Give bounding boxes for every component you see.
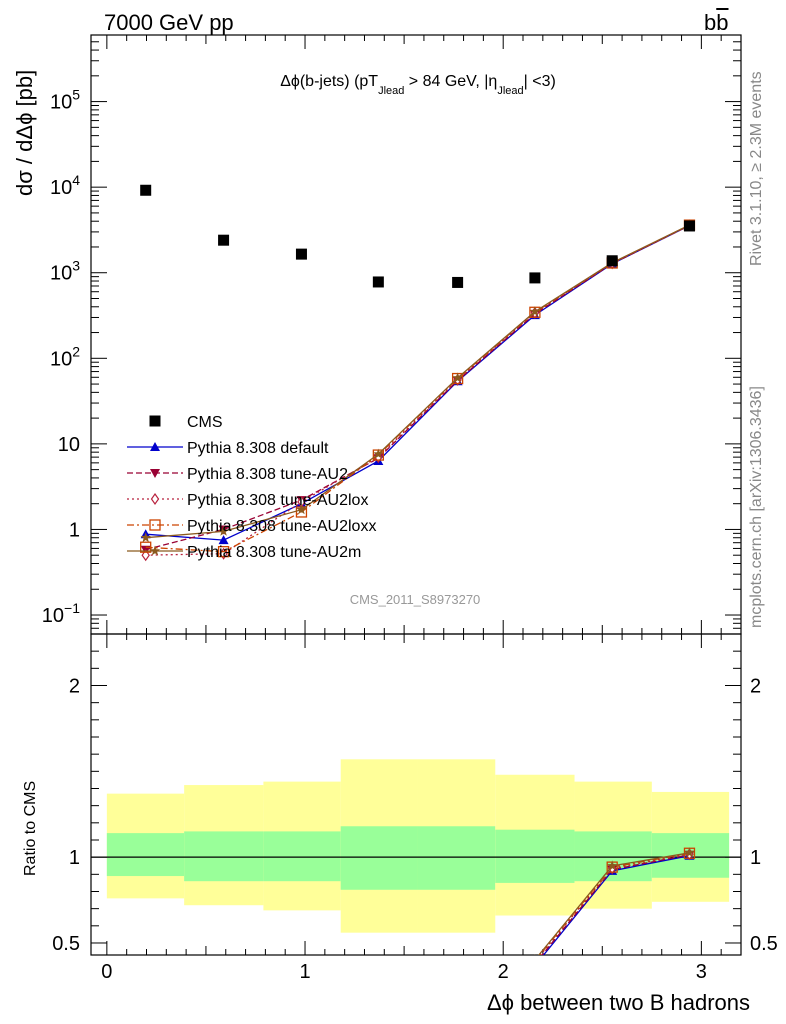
cms-point-1 [218, 234, 230, 246]
band-inner-2 [263, 831, 341, 882]
cms-data-points [140, 184, 695, 288]
y-tick-exp-5: 4 [72, 172, 80, 188]
series-4-point-4 [452, 372, 463, 383]
band-inner-5 [495, 829, 575, 883]
x-axis-label: Δϕ between two B hadrons [486, 990, 750, 1015]
y-tick-label-3: 102 [50, 343, 80, 370]
x-tick-label-2: 2 [498, 961, 509, 983]
legend-label-0: Pythia 8.308 default [187, 440, 329, 457]
legend-label-cms: CMS [187, 414, 223, 431]
cms-point-7 [683, 220, 695, 232]
y-tick-label-0: 10−1 [42, 600, 80, 627]
y-axis-label-main: dσ / dΔϕ [pb] [12, 69, 37, 196]
title-sub1: Jlead [378, 85, 404, 97]
mcplots-reference-label: mcplots.cern.ch [arXiv:1306.3436] [748, 386, 765, 628]
y-axis-label-ratio: Ratio to CMS [22, 780, 39, 876]
y-tick-exp-4: 3 [72, 258, 80, 274]
ratio-4-point-6 [607, 860, 618, 871]
legend-marker-3 [149, 519, 161, 531]
legend-marker-4 [149, 545, 161, 556]
series-4-point-1 [218, 525, 229, 536]
title-mid: > 84 GeV, |η [404, 73, 497, 90]
series-3-point-1 [217, 546, 230, 558]
cms-point-5 [529, 272, 541, 284]
process-b: b [704, 10, 717, 35]
plot-texts: Δϕ(b-jets) (pTJlead > 84 GeV, |ηJlead| <… [280, 73, 556, 607]
series-3-point-0 [140, 541, 152, 553]
collision-energy-label: 7000 GeV pp [104, 10, 234, 35]
x-tick-label-1: 1 [299, 961, 310, 983]
ratio-4-point-7 [684, 847, 695, 858]
legend-label-1: Pythia 8.308 tune-AU2 [187, 466, 348, 483]
ratio-series-4 [534, 847, 695, 955]
series-4-point-3 [373, 448, 384, 459]
cms-point-0 [140, 184, 152, 196]
ratio-line-0 [542, 855, 690, 955]
cms-point-2 [295, 248, 307, 260]
band-inner-1 [184, 831, 264, 882]
ratio-line-4 [538, 852, 690, 955]
ratio-tick-label-right-1: 1 [750, 847, 761, 869]
cms-point-3 [372, 276, 384, 288]
legend-label-2: Pythia 8.308 tune-AU2lox [187, 492, 368, 509]
ratio-uncertainty-bands [106, 759, 730, 933]
y-tick-label-4: 103 [50, 258, 80, 285]
y-tick-base-4: 10 [50, 263, 72, 285]
ratio-plot-axes: 0 1 2 3 0.5 0.5 1 1 2 2 [52, 633, 778, 983]
y-tick-base-5: 10 [50, 177, 72, 199]
y-tick-label-6: 105 [50, 87, 80, 114]
band-inner-3 [340, 826, 418, 890]
process-bbar: b [716, 10, 729, 35]
legend-label-4: Pythia 8.308 tune-AU2m [187, 544, 361, 561]
band-inner-4 [417, 826, 496, 890]
ratio-3-point-5 [530, 956, 540, 966]
ratio-tick-label-left-0.5: 0.5 [52, 933, 80, 955]
legend: CMS Pythia 8.308 default Pythia 8.308 tune… [127, 414, 376, 561]
x-tick-label-3: 3 [696, 961, 707, 983]
y-tick-base-0: 10 [42, 605, 64, 627]
y-tick-exp-3: 2 [72, 343, 80, 359]
y-tick-label-2: 10 [58, 434, 80, 456]
series-4-point-5 [529, 306, 541, 317]
legend-marker-cms [149, 415, 161, 427]
y-tick-base-3: 10 [50, 348, 72, 370]
process-label: bb [704, 12, 729, 34]
ratio-tick-label-left-2: 2 [69, 675, 80, 697]
legend-marker-2 [150, 492, 160, 506]
y-tick-base-6: 10 [50, 92, 72, 114]
series-line-2 [145, 224, 690, 556]
title-pre: Δϕ(b-jets) (pT [280, 73, 378, 90]
y-tick-exp-0: −1 [64, 600, 80, 616]
ratio-tick-label-right-2: 2 [750, 675, 761, 697]
cms-point-4 [452, 276, 464, 288]
legend-marker-1 [150, 469, 160, 478]
series-4-point-2 [296, 504, 307, 515]
ratio-4-point-5 [534, 954, 536, 955]
legend-label-3: Pythia 8.308 tune-AU2loxx [187, 518, 376, 535]
cms-point-6 [606, 255, 618, 267]
mc-lines [140, 219, 696, 967]
band-inner-0 [106, 833, 185, 877]
series-4-point-0 [140, 532, 151, 543]
y-tick-label-1: 1 [69, 519, 80, 541]
ratio-line-1 [541, 854, 690, 955]
rivet-version-label: Rivet 3.1.10, ≥ 2.3M events [748, 71, 765, 266]
legend-marker-0 [150, 442, 160, 451]
watermark: CMS_2011_S8973270 [350, 592, 481, 607]
x-tick-label-0: 0 [101, 961, 112, 983]
title-sub2: Jlead [497, 85, 523, 97]
ratio-tick-label-right-0.5: 0.5 [750, 933, 778, 955]
series-line-4 [145, 224, 690, 539]
main-title-text: Δϕ(b-jets) (pTJlead > 84 GeV, |ηJlead| <… [280, 73, 556, 97]
ratio-tick-label-left-1: 1 [69, 847, 80, 869]
ratio-frame [90, 633, 742, 956]
y-tick-exp-6: 5 [72, 87, 80, 103]
y-tick-label-5: 104 [50, 172, 80, 199]
title-post: | <3) [524, 73, 556, 90]
ratio-2-point-5 [531, 957, 538, 967]
series-0-point-1 [218, 535, 229, 545]
